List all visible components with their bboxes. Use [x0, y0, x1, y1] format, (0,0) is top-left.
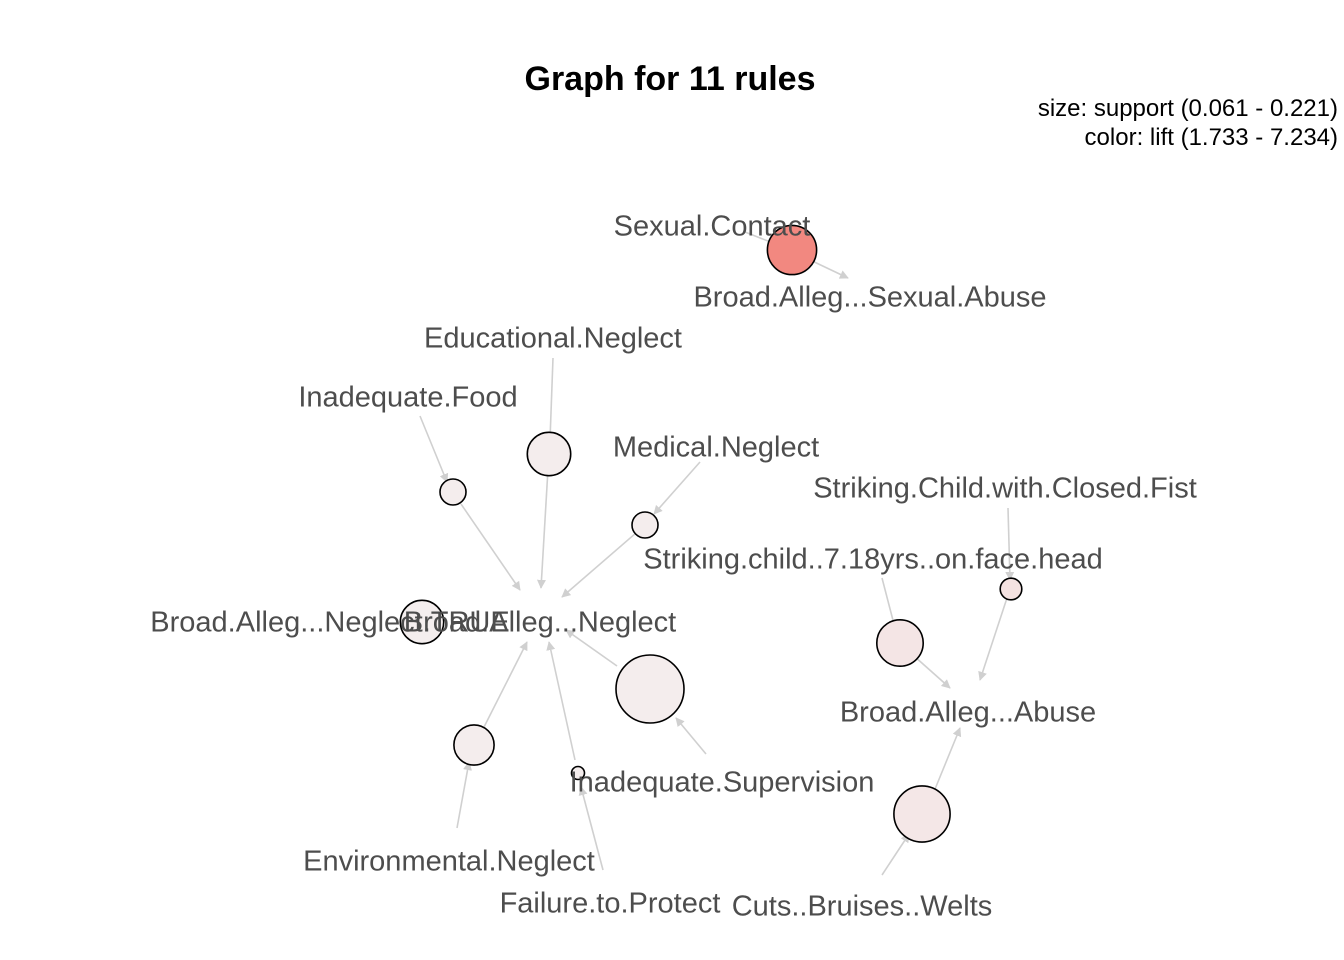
- rule-node-striking-closed-fist: [999, 577, 1023, 601]
- rule-node-cuts-bruises-welts: [893, 785, 951, 843]
- rule-node-sexual-contact: [766, 224, 818, 276]
- graph-title: Graph for 11 rules: [525, 60, 816, 98]
- item-label-broad-neglect-true: Broad.Alleg...Neglect.TRUE: [150, 607, 509, 639]
- edge-cuts-bruises-welts-to-rule-cuts-bruises-welts: [881, 833, 910, 876]
- edges-layer: [419, 231, 1015, 876]
- rule-node-neglect-true: [399, 599, 445, 645]
- rule-node-striking-face-head: [875, 618, 924, 667]
- edge-rule-educational-neglect-to-broad-neglect: [536, 468, 549, 589]
- rule-node-inadequate-supervision: [615, 654, 685, 724]
- edge-medical-neglect-to-rule-medical-neglect: [653, 461, 701, 515]
- edge-environmental-neglect-to-rule-environmental-neglect: [456, 761, 472, 829]
- item-label-cuts-bruises-welts: Cuts..Bruises..Welts: [732, 891, 993, 923]
- edge-failure-to-protect-to-rule-failure-to-protect: [578, 786, 604, 871]
- edge-rule-inadequate-supervision-to-broad-neglect: [565, 629, 618, 667]
- item-label-broad-sexual-abuse: Broad.Alleg...Sexual.Abuse: [693, 282, 1046, 314]
- item-label-failure-to-protect: Failure.to.Protect: [500, 888, 721, 920]
- legend-size: size: support (0.061 - 0.221): [1038, 95, 1338, 122]
- edge-rule-medical-neglect-to-broad-neglect: [561, 532, 637, 598]
- edge-striking-closed-fist-to-rule-striking-closed-fist: [1005, 507, 1015, 581]
- edge-rule-striking-face-head-to-broad-abuse: [913, 655, 951, 689]
- rule-node-environmental-neglect: [453, 724, 495, 766]
- item-label-sexual-contact: Sexual.Contact: [614, 211, 811, 243]
- edge-inadequate-food-to-rule-inadequate-food: [419, 415, 449, 483]
- edge-inadequate-supervision-to-rule-inadequate-supervision: [675, 717, 707, 755]
- item-label-educational-neglect: Educational.Neglect: [424, 323, 682, 355]
- item-label-medical-neglect: Medical.Neglect: [613, 432, 819, 464]
- rule-nodes-layer: [399, 224, 1023, 843]
- edge-rule-striking-closed-fist-to-broad-abuse: [978, 597, 1008, 681]
- item-label-inadequate-food: Inadequate.Food: [298, 382, 517, 414]
- edge-rule-sexual-contact-to-broad-sexual-abuse: [807, 258, 849, 279]
- legend-color: color: lift (1.733 - 7.234): [1085, 124, 1338, 151]
- rule-node-medical-neglect: [631, 511, 659, 539]
- edge-rule-environmental-neglect-to-broad-neglect: [481, 641, 528, 732]
- item-labels-layer: Sexual.Contact Broad.Alleg...Sexual.Abuse…: [150, 211, 1197, 923]
- item-label-broad-neglect: Broad.Alleg...Neglect: [404, 607, 676, 639]
- item-label-inadequate-supervision: Inadequate.Supervision: [570, 767, 875, 799]
- edge-rule-cuts-bruises-welts-to-broad-abuse: [932, 727, 962, 795]
- item-label-environmental-neglect: Environmental.Neglect: [303, 846, 595, 878]
- edge-rule-failure-to-protect-to-broad-neglect: [546, 641, 576, 761]
- item-label-broad-abuse: Broad.Alleg...Abuse: [840, 697, 1096, 729]
- edge-educational-neglect-to-rule-educational-neglect: [545, 357, 555, 441]
- rule-node-inadequate-food: [439, 478, 467, 506]
- rule-node-failure-to-protect: [570, 765, 586, 781]
- edge-striking-face-head-to-rule-striking-face-head: [881, 577, 898, 629]
- edge-rule-inadequate-food-to-broad-neglect: [460, 503, 521, 591]
- item-label-striking-face-head: Striking.child..7.18yrs..on.face.head: [643, 544, 1102, 576]
- rule-node-educational-neglect: [526, 431, 572, 477]
- item-label-striking-closed-fist: Striking.Child.with.Closed.Fist: [813, 473, 1197, 505]
